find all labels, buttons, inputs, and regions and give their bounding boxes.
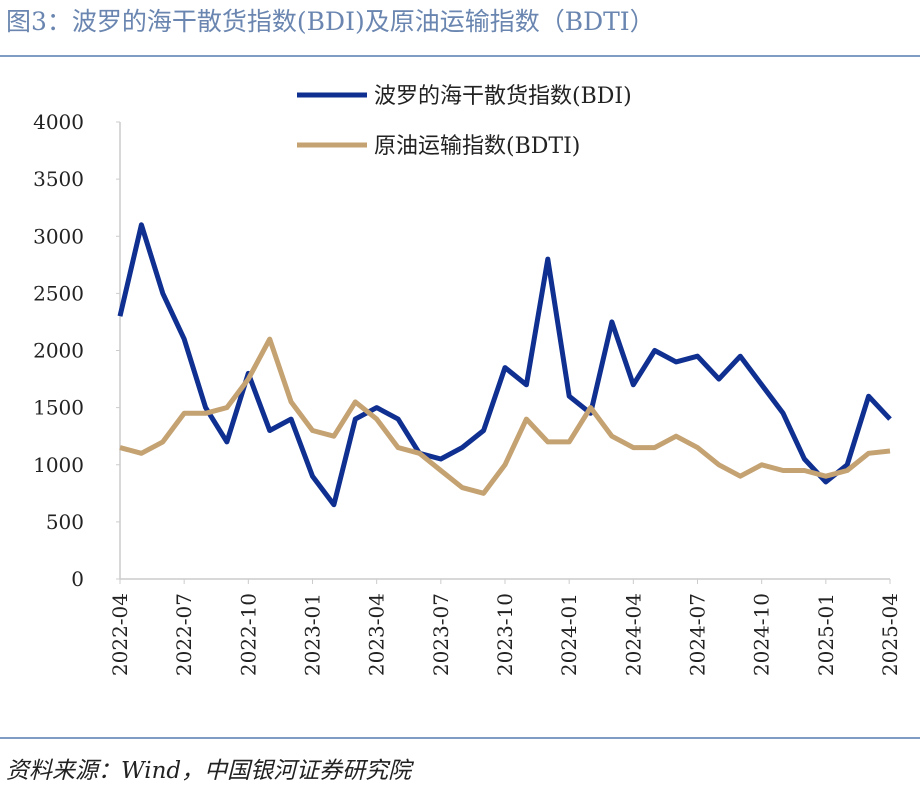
y-tick-label: 1500 (33, 396, 84, 420)
series-line (119, 336, 891, 496)
x-tick-label: 2022-10 (236, 593, 260, 676)
x-tick-label: 2025-01 (814, 593, 838, 676)
x-tick-label: 2022-04 (108, 593, 132, 676)
x-tick-label: 2024-01 (557, 593, 581, 676)
y-tick-label: 1000 (33, 453, 84, 477)
x-tick-label: 2025-04 (878, 593, 902, 676)
y-tick-label: 3500 (33, 167, 84, 191)
y-tick-label: 0 (71, 567, 84, 591)
legend-label: 波罗的海干散货指数(BDI) (374, 84, 632, 109)
x-tick-label: 2023-04 (365, 593, 389, 676)
y-tick-label: 4000 (33, 110, 84, 134)
chart-title: 图3：波罗的海干散货指数(BDI)及原油运输指数（BDTI） (6, 7, 655, 36)
x-tick-label: 2024-10 (750, 593, 774, 676)
y-tick-label: 2000 (33, 339, 84, 363)
source: 资料来源：Wind，中国银河证券研究院 (6, 758, 414, 784)
y-tick-label: 500 (46, 510, 84, 534)
x-tick-label: 2022-07 (172, 593, 196, 676)
series-line (117, 222, 892, 508)
y-tick-label: 2500 (33, 281, 84, 305)
x-tick-label: 2023-07 (429, 593, 453, 676)
legend-label: 原油运输指数(BDTI) (374, 134, 580, 159)
x-tick-label: 2023-10 (493, 593, 517, 676)
x-tick-label: 2024-07 (686, 593, 710, 676)
x-tick-label: 2024-04 (621, 593, 645, 676)
x-tick-label: 2023-01 (301, 593, 325, 676)
y-tick-label: 3000 (33, 224, 84, 248)
